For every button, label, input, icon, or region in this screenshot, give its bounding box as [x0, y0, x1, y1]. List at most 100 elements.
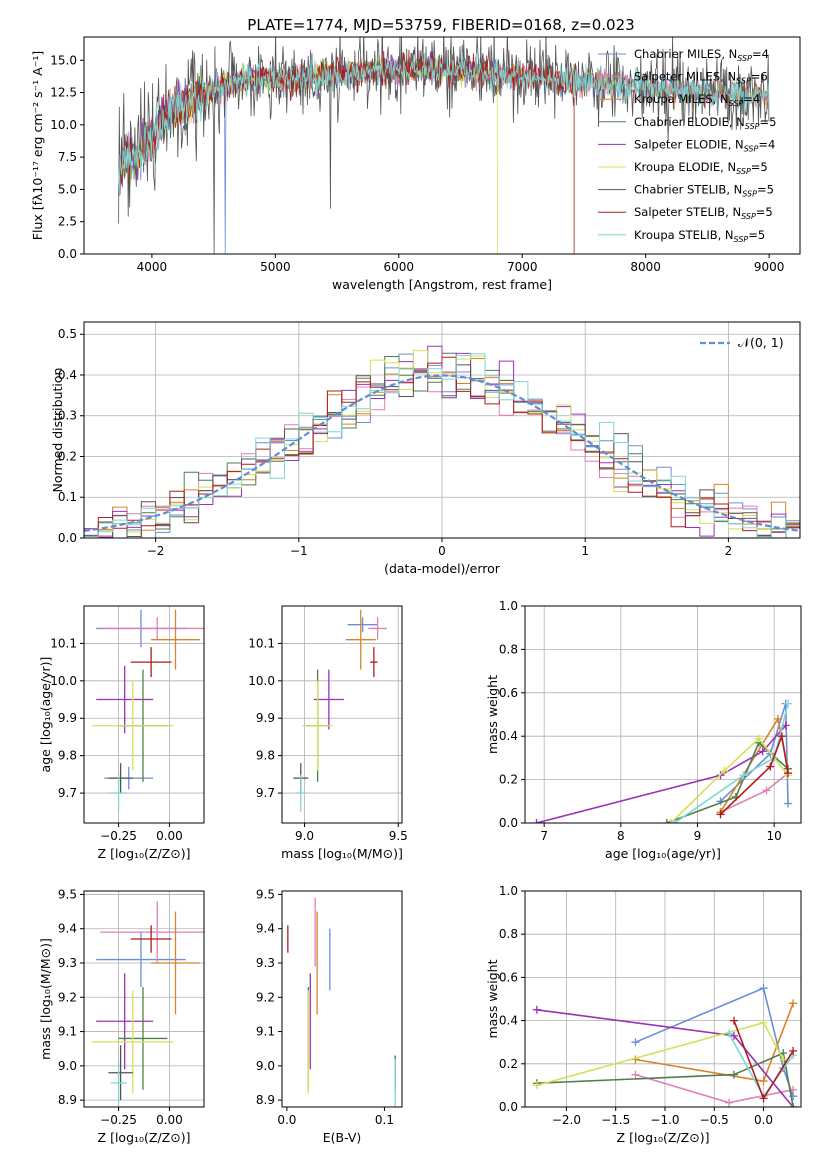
x-tick-label: −0.5 [700, 1113, 729, 1127]
chart-spectrum: 4000 5000 6000 7000 8000 9000 0.0 2.5 5.0 7.5 10.0… [30, 36, 801, 292]
y-tick-label: 9.8 [58, 749, 77, 763]
y-tick-label: 0.0 [58, 247, 77, 261]
y-tick-label: 9.5 [256, 887, 275, 901]
x-tick-label: 0.0 [277, 1113, 296, 1127]
series-marker [532, 1081, 541, 1090]
series-marker [532, 1005, 541, 1014]
series-line [536, 1051, 794, 1107]
y-tick-label: 9.9 [256, 711, 275, 725]
errorbar-point [108, 763, 133, 794]
x-tick-label: −0.25 [100, 829, 137, 843]
series-marker [789, 1046, 798, 1055]
series-marker [716, 810, 725, 819]
errorbar-point [96, 973, 154, 1070]
x-tick-label: −0.25 [100, 1113, 137, 1127]
axes-frame [524, 605, 802, 824]
y-tick-label: 0.0 [58, 531, 77, 545]
y-tick-label: 9.4 [58, 922, 77, 936]
histogram-step [84, 353, 800, 538]
y-axis-label: mass [log₁₀(M/M⊙)] [38, 938, 53, 1060]
axes-frame [281, 605, 403, 824]
x-tick-label: −1 [290, 544, 308, 558]
plot-area [84, 345, 800, 538]
y-tick-label: 0.4 [499, 729, 518, 743]
errorbar-point [151, 911, 200, 1015]
legend-label: 𝒩(0, 1) [738, 335, 784, 350]
y-tick-label: 9.2 [256, 990, 275, 1004]
x-tick-label: 1 [581, 544, 589, 558]
spectrum-line [118, 49, 575, 254]
series-marker [789, 999, 798, 1008]
chart-weight-vs-Z: −2.0 −1.5 −1.0 −0.5 0.0 0.0 0.2 0.4 0.6 0.8 1.0 Z [… [485, 884, 802, 1145]
y-tick-label: 1.0 [499, 884, 518, 898]
x-tick-label: 0.00 [156, 829, 183, 843]
errorbar-point [295, 774, 307, 812]
x-tick-label: 0 [438, 544, 446, 558]
errorbar-point [92, 680, 174, 771]
y-tick-label: 9.1 [58, 1025, 77, 1039]
series-marker [729, 1031, 738, 1040]
x-tick-label: 9.5 [389, 829, 408, 843]
x-tick-label: 9.0 [295, 829, 314, 843]
x-axis-label: Z [log₁₀(Z/Z⊙)] [617, 1130, 710, 1145]
errorbar-point [370, 647, 378, 678]
y-tick-label: 10.0 [248, 674, 275, 688]
series-marker [759, 1094, 768, 1103]
histogram-step [84, 356, 800, 538]
series-line [719, 703, 789, 804]
y-tick-label: 12.5 [50, 86, 77, 100]
x-tick-label: 8000 [630, 260, 661, 274]
y-tick-label: 9.4 [256, 922, 275, 936]
y-axis-label: mass weight [485, 675, 500, 754]
series-marker [759, 1077, 768, 1086]
x-tick-label: −2 [147, 544, 165, 558]
axes-frame [83, 605, 205, 824]
y-tick-label: 0.5 [58, 327, 77, 341]
errorbar-point [313, 669, 344, 730]
y-axis-label: age [log₁₀(age/yr)] [38, 657, 53, 773]
y-tick-label: 0.6 [499, 686, 518, 700]
y-tick-label: 0.6 [499, 970, 518, 984]
plot-area [287, 897, 396, 1107]
errorbar-point [302, 680, 333, 771]
y-tick-label: 0.0 [499, 1100, 518, 1114]
normal-curve [84, 374, 800, 532]
series-marker [631, 1038, 640, 1047]
series-marker [631, 1070, 640, 1079]
y-tick-label: 0.3 [58, 409, 77, 423]
y-tick-label: 0.4 [499, 1014, 518, 1028]
series-marker [666, 819, 675, 823]
errorbar-point [100, 617, 204, 640]
x-tick-label: 9000 [754, 260, 785, 274]
errorbar-point [118, 987, 168, 1090]
axes-frame [281, 890, 403, 1108]
y-tick-label: 0.8 [499, 927, 518, 941]
x-tick-label: 5000 [260, 260, 291, 274]
y-tick-label: 0.4 [58, 368, 77, 382]
y-tick-label: 10.1 [248, 636, 275, 650]
errorbar-point [130, 647, 172, 678]
plot-area [532, 984, 798, 1107]
series-marker [662, 819, 671, 823]
x-tick-label: 7000 [507, 260, 538, 274]
series-marker [670, 819, 679, 823]
legend-label: Salpeter STELIB, NSSP=5 [634, 205, 773, 221]
series-marker [789, 1103, 798, 1107]
x-tick-label: 6000 [384, 260, 415, 274]
errorbar-point [110, 1062, 127, 1104]
chart-mass-vs-Z: −0.25 0.00 8.9 9.0 9.1 9.2 9.3 9.4 9.5 Z [log₁₀(Z… [38, 887, 205, 1145]
series-line [536, 724, 787, 823]
errorbar-point [347, 617, 378, 633]
y-tick-label: 10.0 [50, 674, 77, 688]
errorbar-point [151, 609, 200, 670]
y-tick-label: 0.2 [499, 773, 518, 787]
y-tick-label: 0.8 [499, 642, 518, 656]
y-tick-label: 0.0 [499, 816, 518, 830]
y-tick-label: 10.1 [50, 636, 77, 650]
series-marker [783, 699, 792, 708]
chart-age-vs-mass: 9.0 9.5 9.7 9.8 9.9 10.0 10.1 mass [log₁₀(M/M⊙)… [248, 605, 408, 861]
series-marker [759, 984, 768, 993]
chart-mass-vs-ebv: 0.0 0.1 8.9 9.0 9.1 9.2 9.3 9.4 9.5 E(B-V) [256, 887, 403, 1145]
x-axis-label: Z [log₁₀(Z/Z⊙)] [98, 846, 191, 861]
